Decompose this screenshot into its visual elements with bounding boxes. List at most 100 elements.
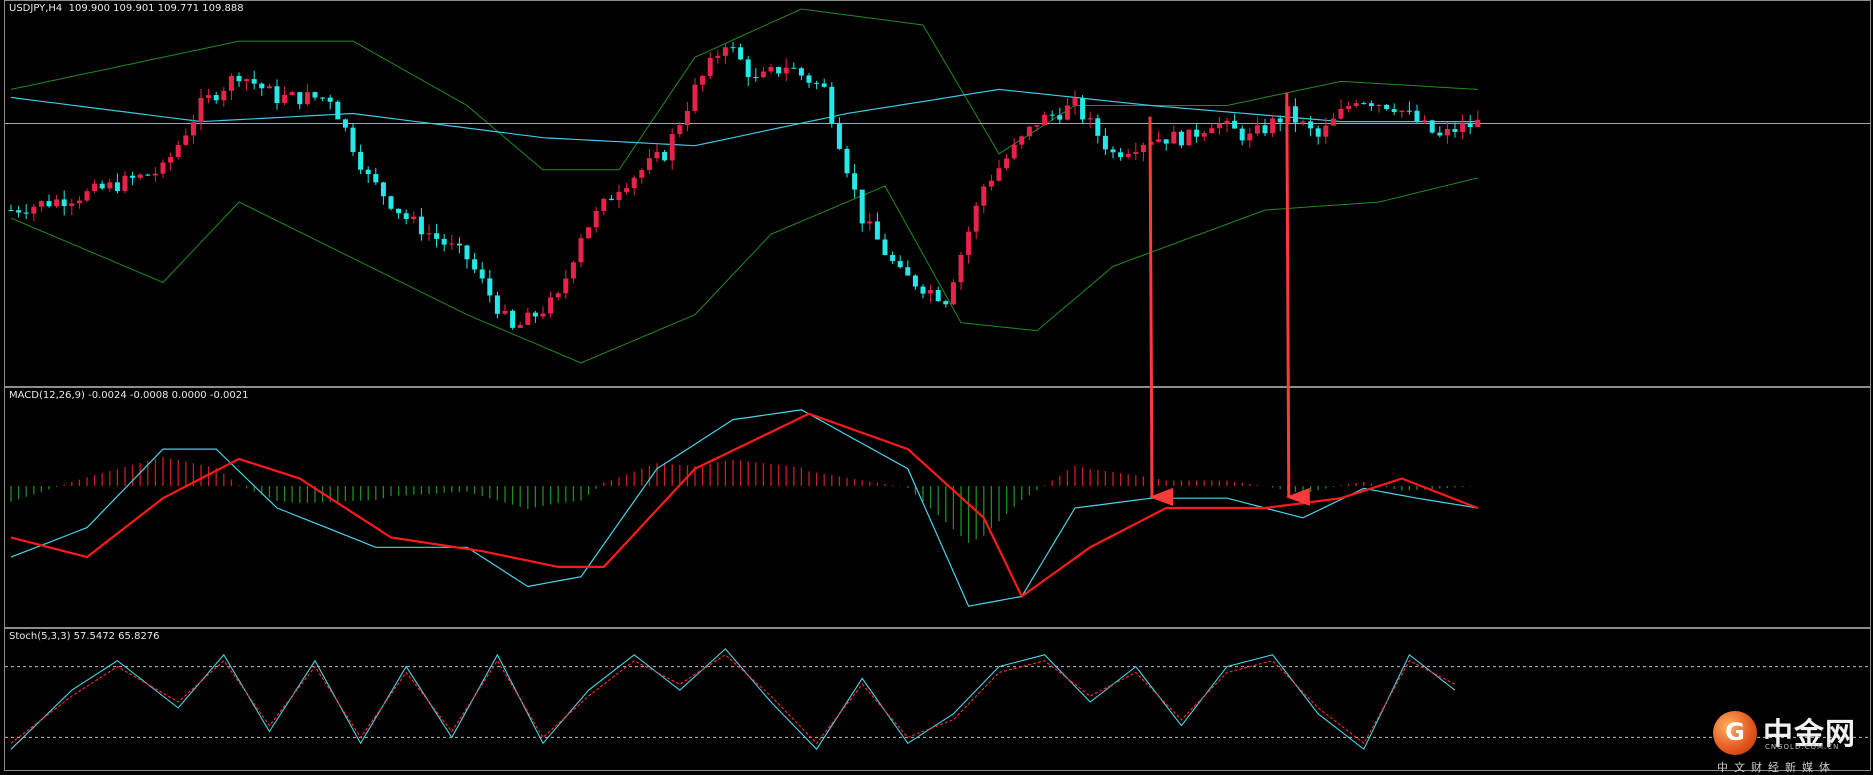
candle bbox=[16, 205, 22, 218]
candle bbox=[1080, 95, 1086, 124]
candle-body bbox=[418, 216, 424, 235]
candle-body bbox=[1057, 115, 1063, 120]
candle bbox=[601, 197, 607, 215]
candle bbox=[852, 163, 858, 199]
candle bbox=[426, 224, 432, 241]
candle-body bbox=[1467, 123, 1473, 127]
candle bbox=[1323, 117, 1329, 144]
candle-body bbox=[555, 293, 561, 298]
candle-body bbox=[342, 119, 348, 128]
candle bbox=[814, 80, 820, 90]
price-chart-pane[interactable]: USDJPY,H4 109.900 109.901 109.771 109.88… bbox=[4, 0, 1871, 387]
candle bbox=[540, 306, 546, 320]
candle bbox=[1110, 146, 1116, 159]
candle-body bbox=[1300, 121, 1306, 123]
candle bbox=[1384, 104, 1390, 111]
candle-body bbox=[1429, 120, 1435, 133]
candle bbox=[1232, 113, 1238, 129]
candle-body bbox=[1011, 144, 1017, 159]
candle-body bbox=[1042, 114, 1048, 126]
candle-body bbox=[175, 144, 181, 158]
candle-body bbox=[1406, 110, 1412, 112]
candle bbox=[517, 321, 523, 329]
candle-body bbox=[494, 295, 500, 314]
candle-body bbox=[707, 57, 713, 76]
macd_line bbox=[10, 409, 1478, 607]
logo-subtitle: 中文财经新媒体 bbox=[1717, 761, 1836, 774]
candle bbox=[631, 175, 637, 196]
candle bbox=[1368, 100, 1374, 111]
candle bbox=[61, 190, 67, 216]
candle bbox=[1042, 111, 1048, 126]
candle bbox=[297, 91, 303, 110]
candle-body bbox=[31, 206, 37, 214]
candle bbox=[84, 188, 90, 203]
candle-body bbox=[905, 267, 911, 276]
candle bbox=[715, 50, 721, 64]
candle bbox=[69, 199, 75, 216]
candle bbox=[274, 79, 280, 110]
candle-body bbox=[684, 110, 690, 126]
candle-body bbox=[99, 183, 105, 189]
candle bbox=[335, 100, 341, 120]
stoch-pane[interactable]: Stoch(5,3,3) 57.5472 65.8276 bbox=[4, 628, 1871, 771]
candle-body bbox=[183, 135, 189, 145]
candle-body bbox=[532, 312, 538, 317]
candle-body bbox=[426, 233, 432, 235]
price-pane-label: USDJPY,H4 109.900 109.901 109.771 109.88… bbox=[9, 3, 244, 14]
candle-body bbox=[639, 169, 645, 178]
candle bbox=[768, 63, 774, 74]
candle-body bbox=[1232, 120, 1238, 129]
candle bbox=[1004, 154, 1010, 171]
candle-body bbox=[297, 92, 303, 105]
candle bbox=[130, 171, 136, 186]
candle bbox=[1156, 131, 1162, 143]
candle bbox=[418, 207, 424, 241]
candle-body bbox=[441, 238, 447, 245]
candle-body bbox=[1437, 132, 1443, 136]
candle bbox=[608, 195, 614, 201]
candle-body bbox=[145, 174, 151, 176]
candle bbox=[586, 227, 592, 239]
candle-body bbox=[593, 211, 599, 228]
candle-body bbox=[137, 174, 143, 178]
candle-body bbox=[517, 324, 523, 328]
candle-body bbox=[456, 243, 462, 246]
candle bbox=[654, 144, 660, 163]
candle-body bbox=[487, 278, 493, 296]
candle-body bbox=[92, 183, 98, 192]
candle bbox=[472, 252, 478, 274]
candle bbox=[198, 89, 204, 131]
candle bbox=[928, 284, 934, 303]
candle bbox=[1026, 125, 1032, 141]
candle bbox=[1414, 104, 1420, 123]
candle bbox=[494, 291, 500, 319]
macd-pane[interactable]: MACD(12,26,9) -0.0024 -0.0008 0.0000 -0.… bbox=[4, 387, 1871, 628]
candle bbox=[441, 234, 447, 252]
signal_line bbox=[10, 412, 1479, 599]
candle-body bbox=[244, 79, 250, 82]
candle-body bbox=[1178, 131, 1184, 146]
candle bbox=[1125, 148, 1131, 160]
candle-body bbox=[730, 47, 736, 49]
candle bbox=[867, 213, 873, 231]
candle bbox=[388, 195, 394, 211]
candle bbox=[905, 260, 911, 276]
candle bbox=[707, 51, 713, 80]
candle-body bbox=[844, 148, 850, 174]
candle bbox=[958, 251, 964, 291]
candle-body bbox=[1110, 149, 1116, 153]
candle-body bbox=[783, 67, 789, 74]
candle bbox=[1444, 122, 1450, 144]
candle bbox=[1209, 123, 1215, 134]
candle bbox=[1171, 125, 1177, 144]
candle-body bbox=[586, 227, 592, 239]
candle-body bbox=[266, 86, 272, 89]
candle bbox=[259, 82, 265, 96]
candle bbox=[1178, 129, 1184, 149]
candle bbox=[859, 189, 865, 232]
candle bbox=[160, 159, 166, 178]
candle bbox=[776, 66, 782, 77]
candle-body bbox=[23, 212, 29, 214]
candle-body bbox=[1239, 128, 1245, 141]
